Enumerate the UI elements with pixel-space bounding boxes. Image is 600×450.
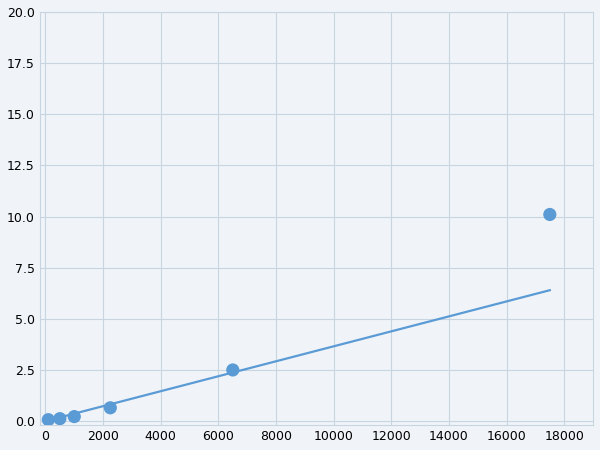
Point bbox=[228, 366, 238, 373]
Point bbox=[55, 415, 65, 422]
Point bbox=[70, 413, 79, 420]
Point bbox=[106, 404, 115, 411]
Point bbox=[545, 211, 554, 218]
Point bbox=[44, 416, 53, 423]
